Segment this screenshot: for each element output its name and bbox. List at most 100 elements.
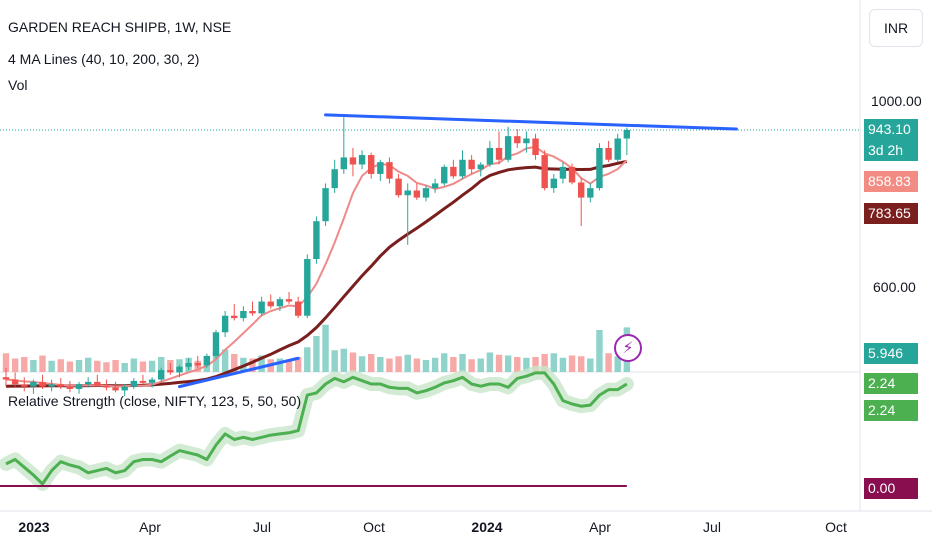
candle-body [285,299,293,302]
time-axis-label: 2024 [471,519,503,535]
candle-body [495,147,503,160]
volume-bar [422,360,430,372]
volume-bar [84,357,92,372]
volume-bar [322,324,329,372]
volume-bar [349,352,357,372]
candle-body [504,136,512,160]
bar-countdown-badge: 3d 2h [864,140,918,161]
volume-bar [158,357,165,372]
volume-bar [2,353,10,372]
volume-bar [504,355,512,372]
volume-bar [486,352,494,372]
rs-upper-value-badge: 2.24 [864,373,918,394]
volume-bar [39,355,46,372]
candle-body [422,188,430,198]
volume-bar [212,351,220,372]
candle-body [240,311,247,319]
time-axis-label: Oct [825,519,847,535]
candle-body [340,157,348,170]
candle-body [267,301,274,307]
volume-bar [148,360,156,372]
price-axis-label-600: 600.00 [873,279,916,295]
candle-body [231,315,238,319]
candle-body [276,299,284,307]
candle-body [587,188,594,198]
time-axis-label: Jul [253,519,271,535]
candle-body [2,377,10,380]
volume-bar [57,359,64,372]
volume-bar [386,358,393,372]
candle-body [559,166,567,179]
candle-body [368,155,375,174]
candle-body [112,387,119,391]
relative-strength-legend[interactable]: Relative Strength (close, NIFTY, 123, 5,… [8,393,302,409]
candle-body [322,188,329,222]
volume-bar [285,360,293,372]
volume-bar [139,361,147,372]
volume-indicator-legend[interactable]: Vol [8,77,28,93]
candle-body [459,159,466,177]
candle-body [431,183,439,189]
volume-bar [468,359,475,372]
rs-lower-value-badge: 2.24 [864,400,918,421]
candle-body [349,157,357,165]
volume-bar [532,357,539,372]
volume-bar [441,353,448,372]
currency-button[interactable]: INR [869,9,923,47]
time-axis-label: Oct [363,519,385,535]
volume-bar [313,336,320,372]
candle-body [94,381,101,386]
candle-body [541,155,548,189]
candle-body [331,169,338,189]
candle-body [577,182,585,198]
ma-slow-value-badge: 783.65 [864,203,918,224]
volume-bar [614,356,621,372]
candle-body [313,221,320,260]
price-axis-label-1000: 1000.00 [871,93,922,109]
volume-bar [121,363,128,372]
volume-bar [340,348,348,372]
volume-bar [577,356,585,372]
candle-body [532,138,539,156]
volume-bar [523,357,530,372]
volume-bar [377,357,384,372]
lightning-bolt-icon[interactable]: ⚡ [614,334,642,362]
candle-body [221,315,229,333]
volume-bar [75,360,83,372]
candle-body [550,178,557,189]
symbol-title[interactable]: GARDEN REACH SHIPB, 1W, NSE [8,19,232,35]
candle-body [75,384,83,389]
candle-body [11,379,19,385]
candle-body [167,370,174,373]
time-axis-label: 2023 [18,519,50,535]
volume-bar [231,354,238,372]
candle-body [103,385,110,388]
candle-body [568,166,576,183]
candle-body [468,159,475,170]
candle-body [605,147,612,160]
volume-bar [294,357,302,372]
candle-body [249,311,256,314]
candle-body [30,381,37,387]
volume-bar [11,358,19,372]
volume-bar [596,330,603,372]
candle-body [48,384,55,387]
candle-body [194,362,201,366]
volume-bar [331,350,338,372]
volume-bar [450,357,457,372]
ma-indicator-legend[interactable]: 4 MA Lines (40, 10, 200, 30, 2) [8,51,200,67]
candle-body [304,259,311,316]
candle-body [84,381,92,385]
candle-body [39,381,46,387]
candle-body [441,166,448,184]
volume-bar [559,357,567,372]
candle-body [477,164,484,170]
candle-body [57,384,64,387]
volume-bar [413,358,421,372]
volume-bar [276,358,284,372]
candle-body [176,366,183,373]
volume-bar [21,357,28,372]
volume-bar [550,353,557,372]
candle-body [523,138,530,144]
